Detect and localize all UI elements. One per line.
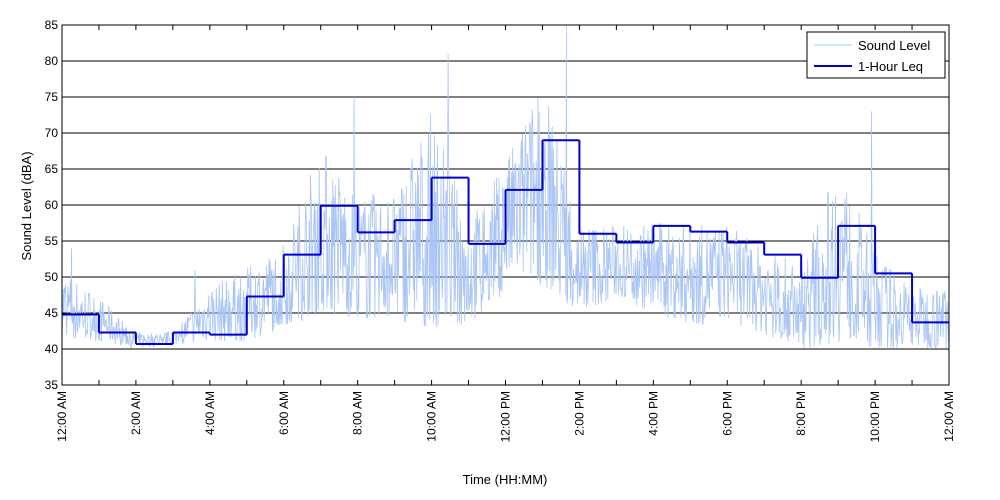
x-tick-label: 12:00 AM: [55, 391, 69, 442]
x-tick-label: 6:00 AM: [277, 391, 291, 435]
y-tick-label: 65: [45, 162, 59, 176]
x-tick-label: 4:00 AM: [203, 391, 217, 435]
y-tick-label: 35: [45, 378, 59, 392]
x-tick-label: 10:00 AM: [425, 391, 439, 442]
y-tick-label: 75: [45, 90, 59, 104]
x-axis-title: Time (HH:MM): [463, 472, 548, 487]
y-tick-label: 60: [45, 198, 59, 212]
legend-box: [806, 31, 946, 79]
hourly-leq-series: [62, 139, 949, 345]
x-tick-label: 8:00 PM: [794, 391, 808, 436]
y-tick-label: 45: [45, 306, 59, 320]
y-tick-label: 55: [45, 234, 59, 248]
y-tick-label: 80: [45, 54, 59, 68]
x-tick-label: 2:00 AM: [129, 391, 143, 435]
y-tick-label: 40: [45, 342, 59, 356]
x-tick-label: 8:00 AM: [351, 391, 365, 435]
legend: Sound Level 1-Hour Leq: [806, 31, 946, 79]
x-tick-label: 12:00 PM: [499, 391, 513, 442]
x-axis-ticks: 12:00 AM 2:00 AM 4:00 AM 6:00 AM 8:00 AM 10:0…: [55, 25, 956, 442]
legend-label-sound-level: Sound Level: [858, 38, 930, 53]
y-tick-label: 85: [45, 18, 59, 32]
x-tick-label: 2:00 PM: [572, 391, 586, 436]
y-axis-ticks: 35 40 45 50 55 60 65 70 75 80 85: [45, 18, 949, 392]
y-tick-label: 50: [45, 270, 59, 284]
x-tick-label: 6:00 PM: [720, 391, 734, 436]
legend-label-hourly-leq: 1-Hour Leq: [858, 59, 923, 74]
x-tick-label: 4:00 PM: [646, 391, 660, 436]
x-tick-label: 12:00 AM: [942, 391, 956, 442]
x-tick-label: 10:00 PM: [868, 391, 882, 442]
y-axis-title: Sound Level (dBA): [19, 151, 34, 260]
y-tick-label: 70: [45, 126, 59, 140]
